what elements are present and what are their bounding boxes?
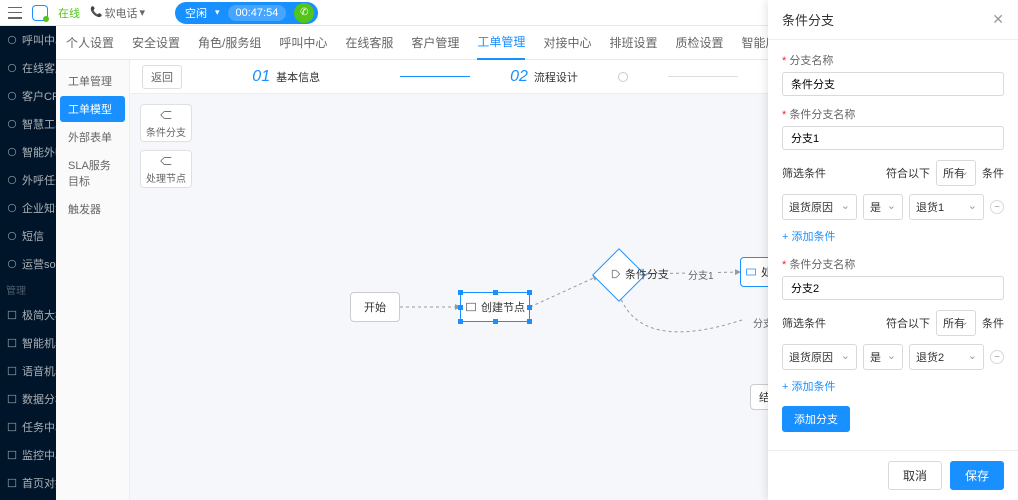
sidebar-item-智能外呼[interactable]: 智能外呼 — [0, 138, 56, 166]
sidebar-item-任务中心[interactable]: 任务中心 — [0, 413, 56, 441]
palette-process[interactable]: 处理节点 — [140, 150, 192, 188]
branch-block-1: 条件分支名称筛选条件符合以下所有条件退货原因是退货2− + 添加条件 — [782, 256, 1004, 394]
sidebar-item-客户CRM[interactable]: 客户CRM — [0, 82, 56, 110]
branch-block-0: 条件分支名称筛选条件符合以下所有条件退货原因是退货1− + 添加条件 — [782, 106, 1004, 244]
cond-op-select[interactable]: 是 — [863, 344, 903, 370]
panel-header: 条件分支 ✕ — [768, 0, 1018, 40]
filter-label: 筛选条件 — [782, 165, 826, 181]
close-icon[interactable]: ✕ — [992, 11, 1004, 28]
match-mode-select[interactable]: 所有 — [936, 310, 976, 336]
menu-toggle-icon[interactable] — [8, 7, 22, 19]
add-branch-button[interactable]: 添加分支 — [782, 406, 850, 432]
node-create[interactable]: 创建节点 — [460, 292, 530, 322]
cancel-button[interactable]: 取消 — [888, 461, 942, 490]
status-indicator-icon[interactable] — [32, 5, 48, 21]
call-status-label: 空闲 — [185, 5, 207, 21]
node-palette: 条件分支处理节点 — [140, 104, 192, 188]
call-button-icon[interactable]: ✆ — [294, 3, 314, 23]
sidebar-item-监控中心[interactable]: 监控中心 — [0, 441, 56, 469]
sidebar-item-极简大模型[interactable]: 极简大模型 — [0, 301, 56, 329]
subside-item-工单模型[interactable]: 工单模型 — [60, 96, 125, 122]
wizard-step-02[interactable]: 02流程设计 — [510, 68, 578, 86]
sidebar-item-智能机器人[interactable]: 智能机器人 — [0, 329, 56, 357]
edge-label-1[interactable]: 分支1 — [685, 266, 717, 283]
sidebar-item-在线客服[interactable]: 在线客服 — [0, 54, 56, 82]
main-sidebar: 呼叫中心在线客服客户CRM智慧工单智能外呼外呼任务企业知识库短信运营sop管理极… — [0, 26, 56, 500]
match-mode-select[interactable]: 所有 — [936, 160, 976, 186]
sidebar-item-语音机器人[interactable]: 语音机器人 — [0, 357, 56, 385]
back-button[interactable]: 返回 — [142, 65, 182, 89]
cond-value-select[interactable]: 退货1 — [909, 194, 984, 220]
node-start[interactable]: 开始 — [350, 292, 400, 322]
condition-row: 退货原因是退货2− — [782, 344, 1004, 370]
sidebar-item-数据分析[interactable]: 数据分析 — [0, 385, 56, 413]
sidebar-item-企业知识库[interactable]: 企业知识库 — [0, 194, 56, 222]
wizard-step-01[interactable]: 01基本信息 — [252, 68, 320, 86]
subside-item-工单管理[interactable]: 工单管理 — [60, 68, 125, 94]
sidebar-item-首页对接[interactable]: 首页对接 — [0, 469, 56, 497]
node-branch[interactable]: 条件分支 — [610, 266, 669, 282]
tab-安全设置[interactable]: 安全设置 — [132, 26, 180, 59]
subside-item-SLA服务目标[interactable]: SLA服务目标 — [60, 152, 125, 194]
cond-field-select[interactable]: 退货原因 — [782, 344, 857, 370]
tab-客户管理[interactable]: 客户管理 — [411, 26, 459, 59]
filter-header: 筛选条件符合以下所有条件 — [782, 160, 1004, 186]
sidebar-item-运营sop[interactable]: 运营sop — [0, 250, 56, 278]
subside-item-触发器[interactable]: 触发器 — [60, 196, 125, 222]
tab-呼叫中心[interactable]: 呼叫中心 — [279, 26, 327, 59]
cond-value-select[interactable]: 退货2 — [909, 344, 984, 370]
sidebar-item-短信[interactable]: 短信 — [0, 222, 56, 250]
call-status-pill[interactable]: 空闲▾ 00:47:54 ✆ — [175, 2, 318, 24]
panel-footer: 取消 保存 — [768, 450, 1018, 500]
step-dot-icon — [618, 72, 628, 82]
condition-row: 退货原因是退货1− — [782, 194, 1004, 220]
panel-body: 分支名称 条件分支名称筛选条件符合以下所有条件退货原因是退货1−+ 添加条件条件… — [768, 40, 1018, 450]
tab-排班设置[interactable]: 排班设置 — [609, 26, 657, 59]
sidebar-item-智慧工单[interactable]: 智慧工单 — [0, 110, 56, 138]
branch-name-label: 分支名称 — [782, 52, 1004, 68]
softphone-label[interactable]: 软电话 ▾ — [90, 5, 145, 21]
branch-config-panel: 条件分支 ✕ 分支名称 条件分支名称筛选条件符合以下所有条件退货原因是退货1−+… — [768, 0, 1018, 500]
tab-在线客服[interactable]: 在线客服 — [345, 26, 393, 59]
branch-name-input[interactable] — [782, 72, 1004, 96]
cond-op-select[interactable]: 是 — [863, 194, 903, 220]
filter-label: 筛选条件 — [782, 315, 826, 331]
tab-工单管理[interactable]: 工单管理 — [477, 25, 525, 60]
sidebar-item-外呼任务[interactable]: 外呼任务 — [0, 166, 56, 194]
filter-header: 筛选条件符合以下所有条件 — [782, 310, 1004, 336]
add-condition-link[interactable]: + 添加条件 — [782, 381, 835, 393]
sidebar-item-呼叫中心[interactable]: 呼叫中心 — [0, 26, 56, 54]
branch-item-name-input[interactable] — [782, 126, 1004, 150]
branch-item-name-label: 条件分支名称 — [782, 106, 1004, 122]
sub-sidebar: 工单管理工单模型外部表单SLA服务目标触发器 — [56, 60, 130, 500]
delete-cond-icon[interactable]: − — [990, 200, 1004, 214]
delete-cond-icon[interactable]: − — [990, 350, 1004, 364]
call-timer: 00:47:54 — [228, 5, 287, 21]
tab-对接中心[interactable]: 对接中心 — [543, 26, 591, 59]
tab-个人设置[interactable]: 个人设置 — [66, 26, 114, 59]
branch-item-name-input[interactable] — [782, 276, 1004, 300]
save-button[interactable]: 保存 — [950, 461, 1004, 490]
palette-branch[interactable]: 条件分支 — [140, 104, 192, 142]
cond-field-select[interactable]: 退货原因 — [782, 194, 857, 220]
tab-角色/服务组[interactable]: 角色/服务组 — [198, 26, 261, 59]
branch-item-name-label: 条件分支名称 — [782, 256, 1004, 272]
sidebar-group-label: 管理 — [0, 278, 56, 301]
tab-质检设置[interactable]: 质检设置 — [675, 26, 723, 59]
online-status: 在线 — [58, 5, 80, 21]
subside-item-外部表单[interactable]: 外部表单 — [60, 124, 125, 150]
panel-title: 条件分支 — [782, 10, 834, 29]
add-condition-link[interactable]: + 添加条件 — [782, 231, 835, 243]
